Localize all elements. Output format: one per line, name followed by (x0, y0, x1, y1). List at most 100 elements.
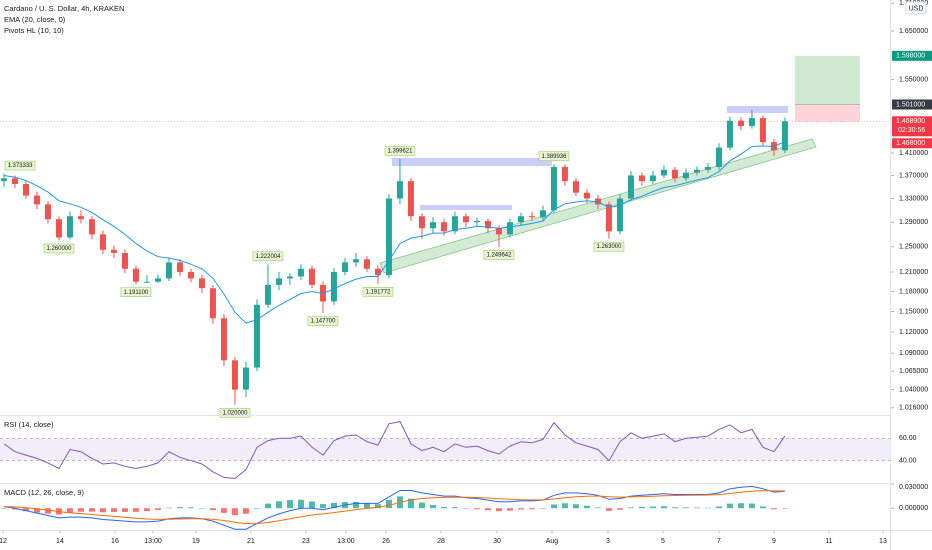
candle-body (704, 166, 711, 170)
candle-body (561, 166, 568, 182)
candle-body (374, 268, 381, 276)
candle-body (572, 181, 579, 193)
macd-histogram-bar (407, 498, 414, 509)
countdown: 02:30:56 (898, 127, 925, 134)
candle-body (682, 172, 689, 179)
x-tick-label: 16 (111, 538, 119, 545)
y-tick-label: 1.090000 (899, 350, 928, 357)
candle-body (451, 216, 458, 232)
macd-histogram-bar (737, 503, 744, 509)
indicator-name: RSI (14, close) (4, 420, 54, 429)
y-tick-label: 1.410000 (899, 150, 928, 157)
macd-histogram-bar (253, 508, 260, 509)
pivot-label-box (43, 243, 75, 254)
macd-histogram-bar (363, 503, 370, 509)
indicator-name: MACD (12, 26, close, 9) (4, 488, 85, 497)
candle-body (176, 262, 183, 272)
pivot-label-box (483, 250, 515, 260)
pivot-label: 1.222004 (255, 254, 281, 260)
x-tick-label: 7 (717, 538, 721, 545)
candle-body (308, 268, 315, 285)
candle-body (220, 318, 227, 361)
signal-line (3, 490, 786, 525)
candle-body (352, 259, 359, 263)
candle-body (693, 169, 700, 173)
macd-histogram-bar (319, 504, 326, 509)
macd-histogram-bar (231, 508, 238, 516)
x-tick-label: 19 (192, 538, 200, 545)
currency[interactable]: USD (909, 5, 924, 12)
candle-body (715, 147, 722, 167)
y-tick-label: 1.290000 (899, 219, 928, 226)
y-tick-label: 1.065000 (899, 368, 928, 375)
candle-body (583, 192, 590, 199)
macd-histogram-bar (781, 508, 788, 509)
y-tick-label: 1.040000 (899, 386, 928, 393)
macd-histogram-bar (605, 508, 612, 511)
currency-badge[interactable] (905, 1, 927, 15)
pivot-label-box (538, 151, 570, 161)
indicator-name: Pivots HL (10, 10) (4, 26, 64, 35)
candle-body (209, 288, 216, 319)
x-tick-label: 13:00 (337, 538, 355, 545)
macd-histogram-bar (583, 505, 590, 509)
pivot-label: 1.147700 (310, 319, 336, 325)
candle-body (671, 169, 678, 179)
candle-body (550, 166, 557, 211)
candle-body (22, 184, 29, 196)
target-zone (795, 55, 860, 105)
candle-body (616, 198, 623, 232)
candle-body (330, 271, 337, 302)
macd-histogram-bar (88, 508, 95, 512)
macd-histogram-bar (418, 502, 425, 509)
candle-body (737, 120, 744, 127)
candle-body (132, 268, 139, 282)
macd-histogram-bar (275, 501, 282, 509)
x-tick-label: 5 (661, 538, 665, 545)
rsi-line (3, 421, 786, 480)
macd-histogram-bar (473, 508, 480, 510)
macd-histogram-bar (550, 504, 557, 509)
macd-histogram-bar (165, 507, 172, 509)
macd-histogram-bar (286, 500, 293, 509)
macd-histogram-bar (561, 503, 568, 509)
stop-zone (795, 104, 860, 122)
price-label-box (892, 50, 932, 61)
macd-histogram-bar (517, 508, 524, 510)
candle-body (440, 222, 447, 232)
macd-histogram-bar (594, 507, 601, 509)
candle-body (0, 178, 7, 182)
candle-body (363, 259, 370, 269)
macd-histogram-bar (627, 507, 634, 509)
candle-body (275, 278, 282, 285)
macd-histogram-bar (660, 506, 667, 509)
macd-histogram-bar (11, 508, 18, 510)
candle-body (517, 216, 524, 223)
candle-body (121, 252, 128, 269)
candle-body (154, 278, 161, 282)
x-tick-label: 11 (825, 538, 832, 545)
pivot-label-box (252, 251, 284, 262)
x-tick-label: 3 (606, 538, 610, 545)
candle-body (495, 228, 502, 235)
macd-histogram-bar (693, 507, 700, 509)
macd-histogram-bar (77, 508, 84, 512)
candle-body (462, 216, 469, 223)
macd-histogram-bar (748, 503, 755, 509)
pivot-label: 1.020000 (222, 410, 248, 416)
pivot-label: 1.191772 (365, 289, 391, 295)
macd-histogram-bar (44, 508, 51, 514)
candle-body (253, 304, 260, 368)
y-tick-label: 1.210000 (899, 269, 928, 276)
x-tick-label: 9 (772, 538, 776, 545)
candle-body (781, 121, 788, 151)
macd-histogram-bar (198, 508, 205, 509)
macd-histogram-bar (220, 508, 227, 513)
macd-histogram-bar (715, 506, 722, 509)
candle-body (396, 181, 403, 199)
candle-body (264, 284, 271, 305)
candle-body (484, 221, 491, 229)
candle-body (77, 216, 84, 220)
